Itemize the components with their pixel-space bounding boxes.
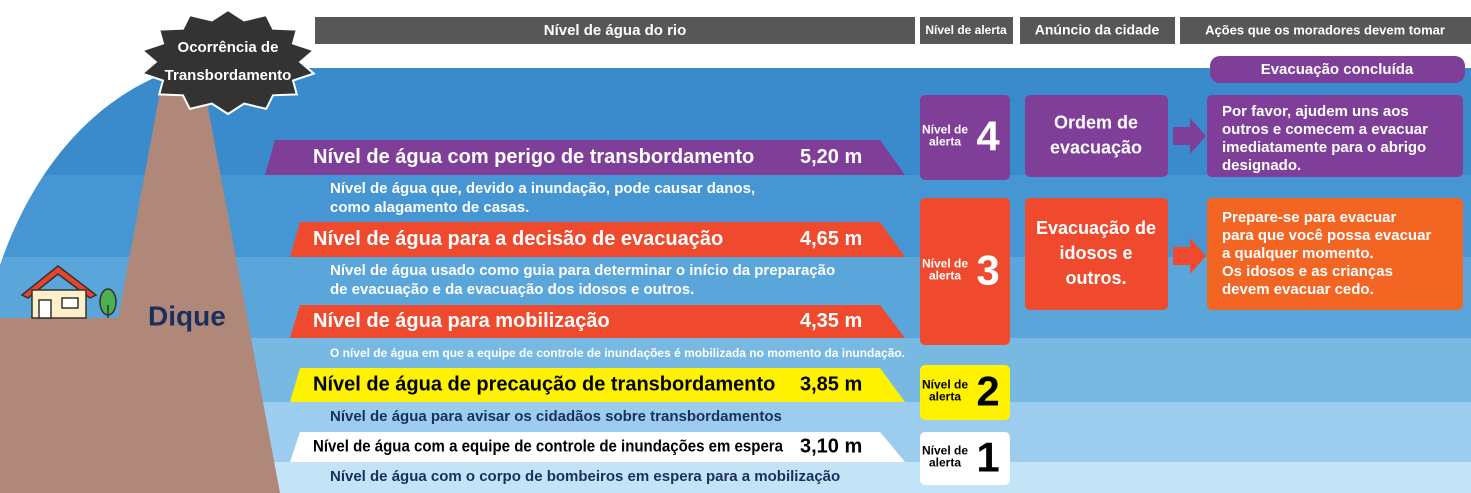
flood-diagram: Nível de água com perigo de transbordame… [0,0,1471,493]
label: 1 [976,434,999,481]
label: idosos e [1059,243,1132,263]
label: 2 [976,368,999,415]
label: 4 [976,113,1000,160]
label: outros e comecem a evacuar [1222,121,1428,138]
label: 3,10 m [800,435,862,457]
label: Nível de água com o corpo de bombeiros e… [330,468,840,485]
label: 3,85 m [800,373,862,395]
label: alerta [929,456,961,470]
label: como alagamento de casas. [330,199,529,216]
label: Nível de água para mobilização [313,310,610,332]
page: Nível de água com perigo de transbordame… [0,0,1471,493]
label: devem evacuar cedo. [1222,281,1374,298]
label: Por favor, ajudem uns aos [1222,103,1409,120]
label: Prepare-se para evacuar [1222,209,1396,226]
label: alerta [929,135,961,149]
label: de evacuação e da evacuação dos idosos e… [330,281,694,298]
house-door [39,300,51,318]
label: 4,35 m [800,310,862,332]
label: alerta [929,390,961,404]
label: para que você possa evacuar [1222,227,1431,244]
label: outros. [1066,268,1127,288]
label: Nível de água com perigo de transbordame… [313,146,754,168]
label: designado. [1222,157,1301,174]
label: Anúncio da cidade [1035,22,1160,38]
label: Nível de água que, devido a inundação, p… [330,180,755,197]
label: Evacuação de [1036,218,1156,238]
label: Nível de água usado como guia para deter… [330,262,835,279]
label: 4,65 m [800,228,862,250]
house-window [62,298,78,308]
label: Nível de água de precaução de transborda… [313,373,775,395]
label: Evacuação concluída [1261,61,1414,78]
label: Nível de alerta [925,23,1007,37]
label: Nível de água para avisar os cidadãos so… [330,408,782,425]
label: Transbordamento [165,67,292,84]
label: Ações que os moradores devem tomar [1205,22,1445,37]
label: Nível de água com a equipe de controle d… [313,436,783,455]
label: 5,20 m [800,146,862,168]
label: Ordem de [1054,112,1138,132]
label: a qualquer momento. [1222,245,1374,262]
label: alerta [929,269,961,283]
label: Dique [148,300,226,331]
label: Os idosos e as crianças [1222,263,1393,280]
label: evacuação [1050,137,1142,157]
label: imediatamente para o abrigo [1222,139,1426,156]
announcement-box [1025,95,1168,177]
label: Nível de água para a decisão de evacuaçã… [313,228,723,250]
label: O nível de água em que a equipe de contr… [330,346,905,360]
label: 3 [976,247,999,294]
label: Ocorrência de [178,39,279,56]
label: Nível de água do rio [544,22,687,39]
